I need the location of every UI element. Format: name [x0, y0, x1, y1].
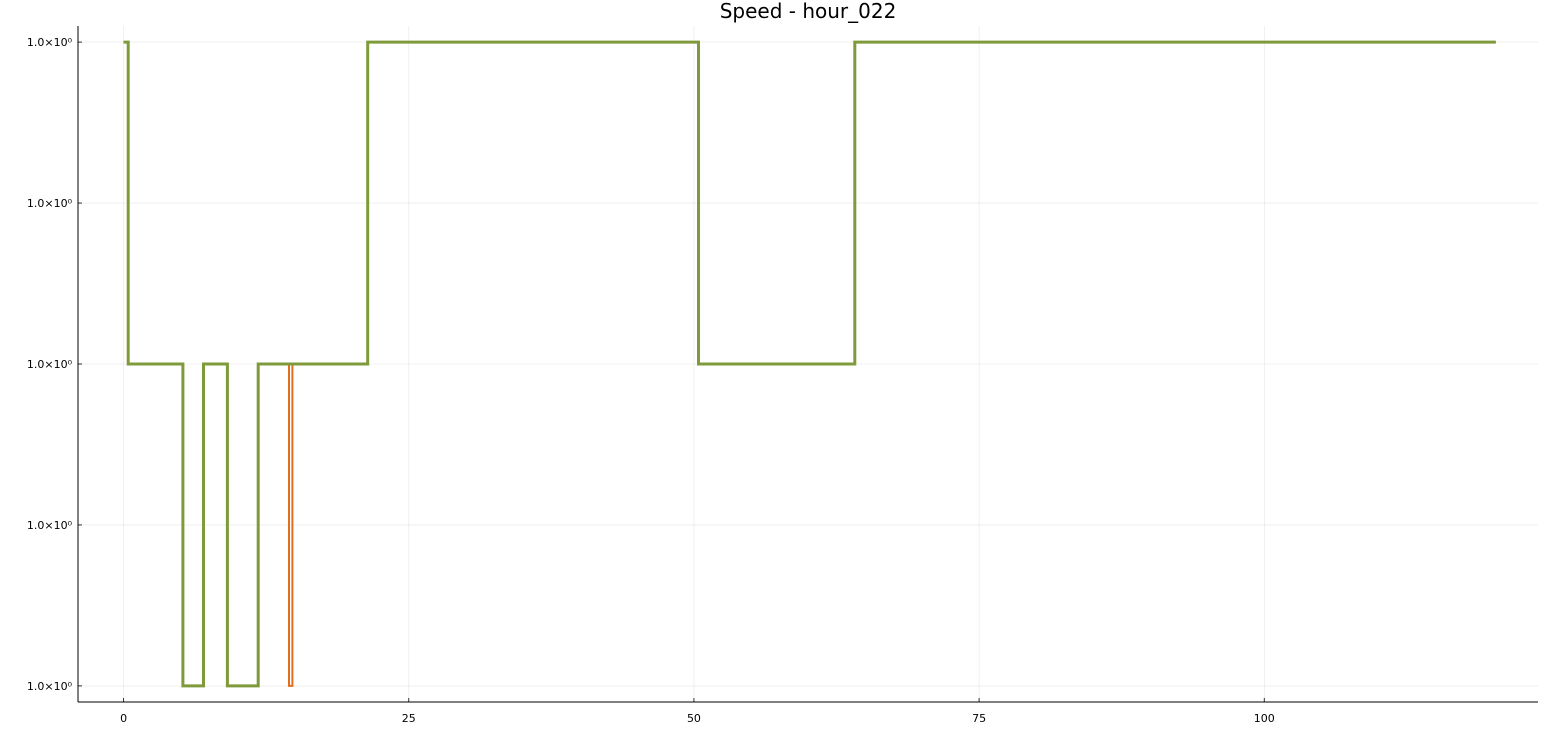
series-layer	[123, 40, 1496, 688]
series-2-line	[123, 40, 1496, 688]
y-tick-label: 1.0×10⁰	[27, 680, 73, 693]
tick-layer: 0 25 50 75 100 1.0×10⁰ 1.0×10⁰ 1.0×10⁰ 1.0×10⁰ 1.…	[27, 36, 1275, 725]
x-tick-label: 25	[402, 712, 416, 725]
y-tick-label: 1.0×10⁰	[27, 358, 73, 371]
x-tick-label: 100	[1254, 712, 1275, 725]
y-tick-label: 1.0×10⁰	[27, 197, 73, 210]
x-tick-label: 50	[687, 712, 701, 725]
y-tick-label: 1.0×10⁰	[27, 36, 73, 49]
x-tick-label: 75	[972, 712, 986, 725]
axis-layer	[77, 26, 1538, 703]
chart-title: Speed - hour_022	[720, 0, 897, 23]
x-tick-label: 0	[120, 712, 127, 725]
y-tick-label: 1.0×10⁰	[27, 519, 73, 532]
